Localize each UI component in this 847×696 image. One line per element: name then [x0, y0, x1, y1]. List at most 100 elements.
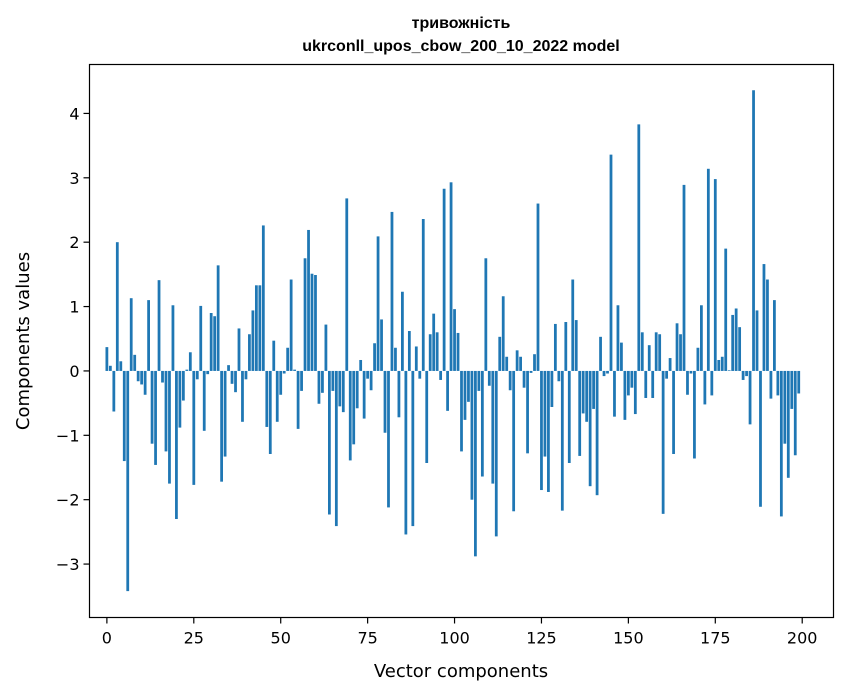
bar-component-23	[185, 369, 189, 371]
bar-component-193	[776, 370, 780, 396]
bar-component-102	[460, 370, 463, 452]
bar-component-104	[467, 370, 470, 402]
bar-component-86	[404, 370, 408, 535]
bar-component-129	[553, 323, 557, 371]
bar-component-62	[321, 370, 324, 393]
bar-component-127	[547, 370, 550, 492]
bar-component-166	[682, 184, 686, 371]
bar-component-103	[463, 370, 467, 420]
bar-component-6	[126, 370, 130, 592]
bar-component-14	[154, 370, 157, 465]
bar-component-123	[533, 354, 536, 371]
bar-component-39	[241, 370, 244, 422]
bar-component-122	[529, 370, 533, 373]
bar-component-198	[793, 370, 797, 456]
bar-component-131	[560, 370, 564, 511]
bar-component-96	[439, 370, 443, 380]
bar-component-59	[310, 273, 314, 371]
bar-component-195	[783, 370, 787, 444]
bar-component-175	[713, 179, 717, 371]
bar-component-50	[279, 370, 283, 395]
bar-component-113	[498, 336, 502, 371]
bar-component-82	[390, 211, 394, 371]
bar-component-15	[157, 280, 161, 371]
bar-component-139	[588, 370, 592, 487]
bar-component-135	[574, 320, 578, 371]
bar-component-92	[425, 370, 429, 463]
y-tick-label: −1	[56, 426, 80, 445]
bar-component-89	[414, 346, 418, 371]
bar-component-165	[679, 334, 682, 371]
bar-component-112	[494, 370, 498, 537]
bar-component-94	[432, 313, 436, 371]
bar-component-199	[797, 370, 801, 394]
bar-component-22	[181, 370, 185, 401]
bar-component-54	[293, 369, 297, 371]
bar-component-197	[790, 370, 794, 409]
x-tick-label: 200	[787, 629, 818, 648]
bar-component-43	[254, 285, 258, 371]
bar-component-164	[675, 323, 679, 371]
bar-component-72	[355, 370, 359, 409]
bar-component-42	[251, 310, 255, 371]
bar-component-105	[470, 370, 474, 500]
bar-component-101	[456, 332, 460, 371]
bar-component-52	[286, 347, 290, 371]
bar-component-76	[369, 370, 373, 391]
y-tick-label: 3	[69, 169, 79, 188]
bar-component-11	[143, 370, 147, 395]
bar-component-110	[487, 370, 491, 386]
y-tick-label: 1	[69, 298, 79, 317]
bar-component-49	[275, 370, 279, 422]
bar-component-147	[616, 305, 620, 371]
bar-component-118	[515, 350, 519, 371]
bar-component-158	[654, 332, 658, 371]
bar-component-114	[501, 296, 505, 371]
bar-component-16	[161, 370, 164, 383]
x-tick-label: 125	[526, 629, 557, 648]
bar-component-28	[202, 370, 206, 431]
bar-component-189	[762, 264, 766, 371]
bar-component-84	[397, 370, 401, 418]
bar-component-38	[237, 328, 241, 371]
bar-component-97	[442, 188, 446, 371]
bar-component-171	[700, 305, 703, 371]
bar-component-120	[522, 370, 526, 388]
bar-component-61	[317, 370, 321, 404]
bar-component-2	[112, 370, 116, 412]
bar-component-67	[338, 370, 342, 407]
bar-component-7	[129, 298, 133, 371]
bar-component-26	[195, 370, 199, 380]
bar-component-159	[658, 334, 662, 371]
bar-component-71	[352, 370, 356, 445]
bar-component-130	[557, 370, 561, 382]
bar-component-181	[734, 308, 738, 371]
bar-component-34	[223, 370, 227, 457]
bar-component-162	[668, 358, 672, 371]
x-axis-label: Vector components	[374, 661, 548, 682]
bar-component-70	[348, 370, 352, 461]
bar-component-172	[703, 370, 707, 405]
bar-component-140	[592, 370, 595, 409]
bar-component-40	[244, 370, 248, 380]
bar-component-29	[206, 370, 210, 375]
bar-component-141	[595, 370, 599, 496]
bar-component-36	[230, 370, 234, 384]
bar-component-184	[745, 370, 748, 377]
bar-component-100	[453, 309, 456, 371]
y-tick-label: −2	[56, 491, 80, 510]
bar-component-45	[261, 225, 265, 371]
bar-component-69	[345, 198, 349, 371]
bar-component-68	[341, 370, 345, 413]
bar-component-78	[376, 236, 380, 371]
bar-component-121	[526, 370, 529, 454]
x-tick-label: 25	[184, 629, 204, 648]
bar-component-48	[272, 340, 276, 371]
bar-component-10	[140, 370, 144, 385]
bar-component-0	[105, 347, 109, 371]
bar-component-81	[387, 370, 390, 508]
bar-component-125	[540, 370, 543, 491]
bar-component-194	[779, 370, 783, 517]
bar-component-192	[773, 300, 776, 371]
